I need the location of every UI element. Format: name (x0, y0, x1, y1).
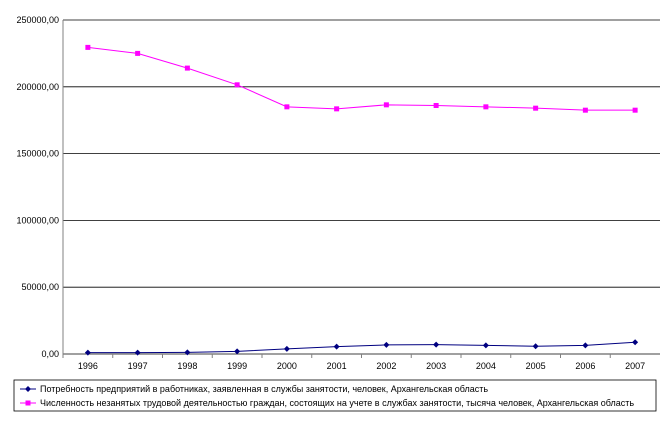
x-tick-label: 1996 (78, 361, 98, 371)
point (632, 107, 638, 113)
x-tick-label: 1999 (227, 361, 247, 371)
y-tick-label: 200000,00 (16, 82, 59, 92)
point (482, 342, 489, 349)
y-tick-label: 50000,00 (21, 282, 59, 292)
point (582, 107, 588, 113)
x-tick-label: 2004 (476, 361, 496, 371)
point (184, 349, 191, 356)
point (532, 343, 539, 350)
legend-box (13, 379, 657, 412)
point (483, 104, 489, 110)
series-line (87, 341, 636, 354)
point (334, 106, 340, 112)
point (25, 386, 31, 392)
point (234, 348, 241, 355)
point (582, 342, 589, 349)
x-tick-label: 2000 (277, 361, 297, 371)
legend-label: Потребность предприятий в работниках, за… (40, 384, 488, 394)
point (134, 349, 141, 356)
x-tick-label: 2001 (327, 361, 347, 371)
x-tick-label: 2006 (575, 361, 595, 371)
x-tick-label: 2007 (625, 361, 645, 371)
x-tick-label: 1998 (177, 361, 197, 371)
x-tick-label: 2003 (426, 361, 446, 371)
x-tick-label: 2005 (526, 361, 546, 371)
legend-label: Численность незанятых трудовой деятельно… (40, 398, 634, 408)
point (284, 104, 290, 110)
x-tick-label: 2002 (376, 361, 396, 371)
point (383, 341, 390, 348)
point (25, 400, 31, 406)
point (84, 349, 91, 356)
y-tick-label: 100000,00 (16, 215, 59, 225)
point (632, 339, 639, 346)
point (433, 103, 439, 109)
point (383, 102, 389, 108)
point (135, 50, 141, 56)
y-tick-label: 150000,00 (16, 149, 59, 159)
x-tick-label: 1997 (128, 361, 148, 371)
point (85, 44, 91, 50)
point (184, 65, 190, 71)
point (333, 343, 340, 350)
y-tick-label: 250000,00 (16, 15, 59, 25)
point (234, 82, 240, 88)
y-tick-label: 0,00 (41, 349, 59, 359)
point (283, 345, 290, 352)
series-line (87, 46, 636, 111)
point (433, 341, 440, 348)
point (533, 105, 539, 111)
